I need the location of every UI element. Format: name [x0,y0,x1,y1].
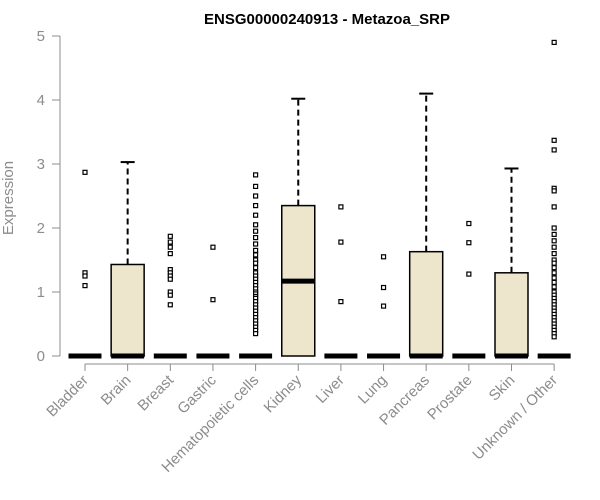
outlier-point [466,240,472,246]
outlier-point [551,251,557,257]
outlier-point [338,239,344,245]
outlier-point [551,270,557,276]
outlier-point [551,225,557,231]
box-body [110,263,145,357]
outlier-point [253,193,259,199]
outlier-point [167,302,173,308]
box-6 [281,97,316,357]
outlier-point [380,284,387,291]
outlier-point [466,220,472,227]
outlier-point [253,265,259,271]
outlier-point [253,183,259,189]
box-series [68,39,571,359]
outlier-point [551,231,557,237]
box-10 [452,220,486,359]
y-axis-label: Expression [0,161,17,235]
outlier-point [167,292,173,298]
outlier-point [253,247,259,253]
outlier-point [551,39,557,46]
outlier-point [82,169,88,175]
outlier-point [167,239,173,245]
chart-title: ENSG00000240913 - Metazoa_SRP [204,11,450,28]
outlier-point [253,331,259,337]
box-1 [68,169,102,359]
outlier-point [551,334,557,340]
outlier-point [253,260,259,266]
outlier-point [380,254,387,260]
box-12 [537,39,571,359]
outlier-point [551,279,557,285]
box-7 [324,204,358,359]
outlier-point [210,244,216,250]
outlier-point [167,233,173,239]
outlier-point [82,273,88,279]
outlier-point [551,244,557,250]
box-9 [408,92,444,359]
box-body [408,250,444,357]
box-5 [239,172,273,359]
x-tick-label: Liver [313,372,348,407]
outlier-point [551,238,557,244]
y-tick-label: 0 [37,348,45,365]
outlier-point [466,271,472,277]
x-tick-label: Prostate [424,372,476,424]
outlier-point [551,284,557,290]
outlier-point [551,265,557,271]
box-11 [494,167,529,359]
outlier-point [253,228,259,234]
box-3 [153,233,187,359]
outlier-point [380,303,387,309]
outlier-point [253,241,259,247]
outlier-point [253,203,259,209]
x-tick-label: Breast [134,371,177,414]
x-tick-label: Lung [355,372,391,408]
outlier-point [551,147,557,153]
outlier-point [167,244,173,250]
outlier-point [253,212,259,218]
outlier-point [167,276,173,282]
outlier-point [82,283,88,289]
outlier-point [551,204,557,210]
outlier-point [551,137,557,143]
outlier-point [551,188,557,194]
outlier-point [338,204,344,210]
box-2 [110,161,145,359]
outlier-point [551,260,557,266]
outlier-point [167,251,173,257]
y-axis: 0 1 2 3 4 5 [37,28,61,365]
x-tick-label: Brain [98,372,135,409]
box-4 [196,244,230,359]
x-tick-label: Skin [486,372,519,405]
outlier-point [253,172,259,178]
y-tick-label: 1 [37,284,45,301]
y-tick-label: 5 [37,28,45,45]
y-tick-label: 4 [37,92,45,109]
y-tick-label: 3 [37,156,45,173]
outlier-point [253,222,259,228]
outlier-point [338,299,344,305]
outlier-point [253,252,259,258]
x-tick-label: Bladder [43,372,92,421]
outlier-point [253,235,259,241]
outlier-point [210,297,216,303]
y-tick-label: 2 [37,220,45,237]
box-8 [367,254,401,359]
box-body [494,272,529,357]
outlier-point [551,275,557,281]
x-tick-label: Kidney [261,371,306,416]
